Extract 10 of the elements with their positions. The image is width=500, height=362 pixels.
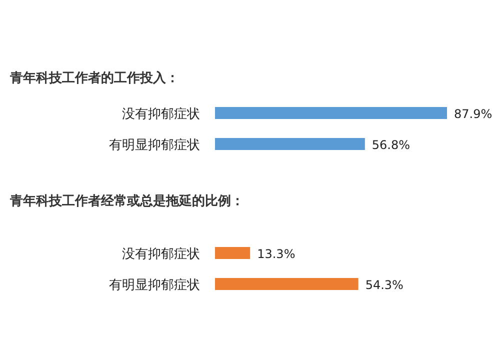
data-label: 56.8% (372, 138, 410, 152)
text: 青年科技工作者的工作投入： (9, 70, 179, 86)
y-tick-label: 有明显抑郁症状 (109, 278, 200, 293)
data-label: 13.3% (257, 247, 296, 261)
data-label: 54.3% (365, 278, 404, 292)
data-label: 87.9% (454, 107, 492, 121)
y-tick-label: 没有抑郁症状 (122, 107, 200, 122)
y-tick-label: 有明显抑郁症状 (109, 138, 200, 153)
y-tick-label: 没有抑郁症状 (122, 247, 200, 262)
chart-title: 青年科技工作者经常或总是拖延的比例： (9, 193, 244, 209)
